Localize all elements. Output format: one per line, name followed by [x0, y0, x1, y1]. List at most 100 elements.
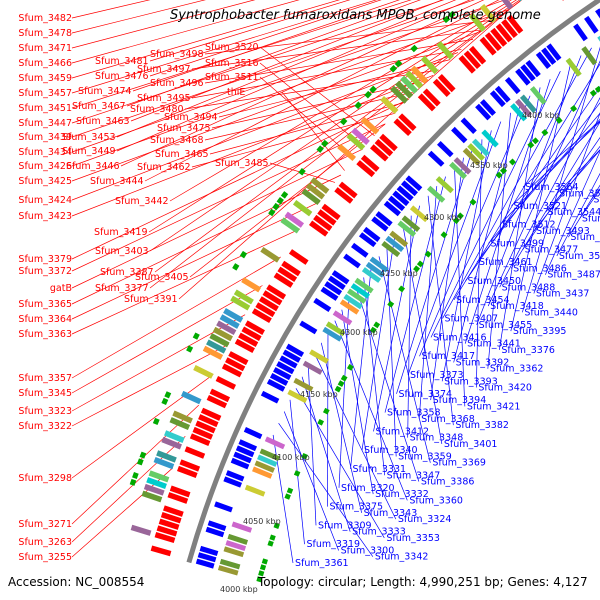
reverse-cds-mark [460, 117, 477, 134]
gene-label-right: Sfum_3401 [444, 439, 498, 450]
gene-label-left: Sfum_3439 [18, 132, 72, 143]
feature-mark [264, 436, 286, 450]
gene-label-right: Sfum_3517 [570, 232, 600, 243]
forward-cds-mark [189, 433, 211, 447]
gene-label-middle-leader [191, 112, 396, 168]
gene-label-right-leader [295, 388, 385, 539]
reverse-cds-mark [197, 552, 217, 563]
gc-mark [452, 217, 460, 225]
kbp-tick-label: 4250 kbp [380, 269, 418, 278]
reverse-cds-mark [400, 180, 418, 197]
reverse-cds-mark [515, 68, 531, 86]
gc-mark [456, 212, 464, 220]
gene-label-left-leader [71, 75, 434, 217]
reverse-cds-mark [199, 545, 219, 557]
feature-mark [164, 430, 185, 443]
feature-mark [481, 129, 499, 148]
gene-label-middle: Sfum_3497 [137, 64, 191, 75]
feature-mark [501, 0, 514, 10]
gene-label-middle-leader [259, 62, 365, 148]
gene-label-middle: Sfum_3444 [90, 176, 144, 187]
gene-label-right: Sfum_3493 [536, 226, 590, 237]
gene-label-middle-leader [149, 0, 521, 289]
gene-label-right: Sfum_3395 [513, 326, 567, 337]
gene-label-middle: Sfum_3442 [115, 196, 169, 207]
feature-mark [389, 230, 409, 248]
gene-label-right: Sfum_3374 [399, 389, 453, 400]
forward-cds-mark [273, 272, 294, 288]
forward-cds-mark [393, 118, 412, 137]
gc-mark [334, 385, 342, 393]
gc-mark [301, 452, 308, 460]
forward-cds-mark [338, 181, 358, 199]
feature-mark [244, 484, 266, 497]
gene-label-right: Sfum_3417 [422, 351, 476, 362]
forward-cds-mark [501, 19, 518, 39]
gc-mark [268, 208, 276, 217]
gene-label-left-leader [71, 8, 511, 167]
gene-label-right: Sfum_3521 [514, 201, 568, 212]
gene-label-middle-leader [204, 39, 474, 84]
gene-label-right: Sfum_3368 [421, 414, 475, 425]
gene-label-middle-leader [204, 19, 497, 55]
feature-mark [420, 55, 439, 75]
gc-mark [340, 374, 348, 382]
feature-mark [405, 70, 424, 89]
gene-label-middle-leader [191, 29, 485, 70]
forward-cds-mark [506, 14, 524, 34]
gene-label-right: Sfum_3420 [478, 383, 532, 394]
gc-mark [555, 116, 563, 124]
reverse-cds-mark [358, 232, 377, 248]
reverse-cds-mark [504, 77, 521, 95]
gene-label-left: Sfum_3459 [18, 73, 72, 84]
gc-mark [322, 407, 330, 415]
forward-cds-mark [198, 414, 219, 428]
kbp-tick-labels: 4400 kbp 4350 kbp 4300 kbp 4250 kbp 4300 kbp… [220, 111, 560, 594]
feature-mark [143, 483, 165, 496]
feature-mark [529, 86, 547, 105]
gc-mark [527, 141, 535, 149]
reverse-cds-mark [207, 520, 227, 531]
forward-cds-mark [277, 266, 298, 283]
feature-mark [219, 314, 240, 329]
gene-label-middle-leader [169, 0, 512, 202]
reverse-cds-mark [437, 141, 454, 158]
gene-label-left: Sfum_3372 [18, 266, 72, 277]
gene-label-right: Sfum_3331 [353, 464, 407, 475]
forward-cds-mark [195, 420, 216, 434]
gene-label-right-leader [355, 287, 420, 482]
gene-label-right-leader [301, 376, 351, 532]
gene-label-right: Sfum_3437 [536, 289, 590, 300]
feature-mark [519, 94, 537, 114]
feature-mark [148, 470, 170, 483]
reverse-cds-mark [541, 47, 557, 65]
forward-cds-mark [313, 214, 333, 232]
feature-mark [401, 215, 421, 233]
reverse-cds-mark [475, 103, 492, 121]
kbp-tick-label: 4100 kbp [272, 453, 310, 462]
gene-label-left: Sfum_3425 [18, 176, 72, 187]
gene-label-middle: Sfum_3405 [135, 272, 189, 283]
gene-label-right: Sfum_3348 [410, 433, 464, 444]
gene-label-left-leader [71, 0, 256, 49]
feature-mark [510, 103, 528, 122]
reverse-cds-mark [520, 64, 536, 82]
gc-mark [269, 534, 276, 541]
forward-cds-mark [200, 407, 222, 421]
reverse-cds-mark [276, 361, 295, 375]
gene-label-middle: Sfum_3467 [72, 101, 126, 112]
reverse-cds-mark [269, 372, 289, 386]
reverse-cds-mark [285, 343, 305, 358]
feature-mark [332, 310, 353, 326]
reverse-cds-mark [273, 367, 292, 381]
gene-label-right: Sfum_3319 [307, 539, 361, 550]
forward-cds-mark [244, 320, 265, 335]
reverse-cds-mark [371, 216, 389, 232]
feature-mark [380, 96, 399, 114]
forward-cds-mark [463, 50, 481, 70]
kbp-tick-label: 4350 kbp [470, 161, 508, 170]
gc-mark [276, 196, 284, 205]
feature-mark [565, 57, 582, 77]
gene-label-right-leader [386, 245, 397, 457]
gene-label-left-leader [71, 228, 301, 335]
